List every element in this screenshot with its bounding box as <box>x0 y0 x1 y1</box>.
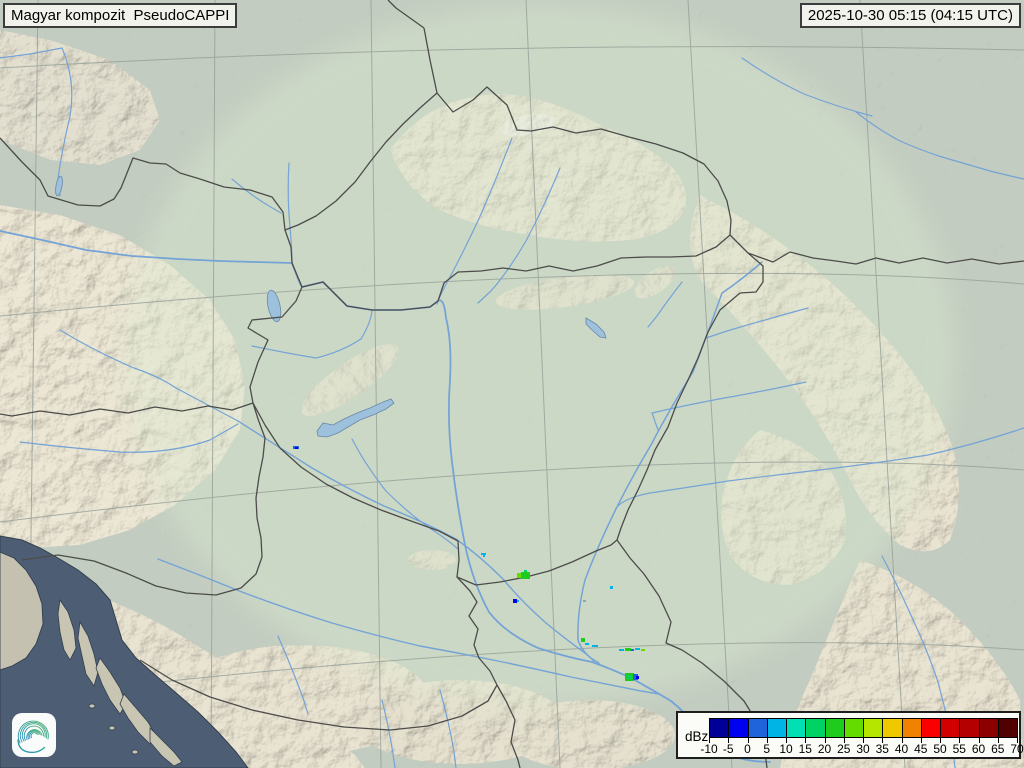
legend-tick <box>766 738 768 743</box>
radar-echo <box>610 586 613 589</box>
legend-tick <box>901 738 903 743</box>
legend-tick-label: 40 <box>894 742 909 756</box>
legend-tick-label: 15 <box>798 742 812 756</box>
legend-tick-label: 0 <box>744 742 751 756</box>
legend-tick <box>882 738 884 743</box>
radar-echo <box>517 600 519 602</box>
legend-color-cell <box>824 718 844 738</box>
legend-color-cell <box>747 718 767 738</box>
radar-echo <box>625 648 631 651</box>
legend-tick <box>843 738 845 743</box>
radar-echo <box>295 447 298 449</box>
adriatic-islands <box>57 598 183 767</box>
legend-tick-label: 25 <box>837 742 851 756</box>
rivers <box>0 47 1024 768</box>
adriatic-sea <box>0 535 249 768</box>
legend-tick <box>824 738 826 743</box>
radar-echo <box>581 638 585 642</box>
radar-echo <box>521 572 530 579</box>
radar-echoes <box>293 446 645 681</box>
radar-echo <box>583 600 586 602</box>
legend-tick-label: 5 <box>763 742 771 756</box>
radar-echo <box>633 674 638 680</box>
legend-tick-label: 65 <box>991 742 1005 756</box>
legend-tick <box>1017 738 1018 743</box>
legend-tick-label: -5 <box>722 742 734 756</box>
spiral-icon <box>17 720 49 754</box>
legend-color-cell <box>997 718 1018 738</box>
radar-echo <box>636 676 639 679</box>
legend-color-bar <box>709 718 1018 738</box>
legend-color-cell <box>766 718 786 738</box>
legend-tick-label: 45 <box>914 742 928 756</box>
legend-tick <box>863 738 864 743</box>
radar-echo <box>481 553 486 555</box>
legend-tick-label: 30 <box>856 742 870 756</box>
legend-tick-label: 55 <box>952 742 966 756</box>
radar-coverage-area <box>125 5 955 705</box>
legend-tick <box>959 738 961 743</box>
legend-color-cell <box>882 718 902 738</box>
istria-peninsula <box>0 551 44 671</box>
lakes <box>55 175 607 438</box>
radar-echo <box>524 570 527 572</box>
legend-tick <box>920 738 922 743</box>
radar-echo <box>592 645 598 647</box>
legend-color-cell <box>728 718 748 738</box>
product-title: Magyar kompozit PseudoCAPPI <box>3 3 238 28</box>
legend-color-cell <box>843 718 863 738</box>
legend-color-cell <box>920 718 940 738</box>
radar-echo <box>483 555 485 557</box>
radar-echo <box>628 675 632 679</box>
legend-color-cell <box>786 718 806 738</box>
legend-color-cell <box>959 718 979 738</box>
radar-echo <box>641 649 645 651</box>
hungaromet-spiral-logo <box>12 713 56 757</box>
legend-color-cell <box>940 718 960 738</box>
legend-color-cell <box>805 718 825 738</box>
radar-echo <box>635 648 640 650</box>
radar-echo <box>585 643 589 645</box>
dbz-color-legend: dBz -10 -5 0 5 10 15 20 25 30 35 40 45 50 55 60 65 70 <box>676 711 1024 759</box>
legend-color-cell <box>863 718 883 738</box>
legend-unit-label: dBz <box>685 729 709 744</box>
legend-tick <box>728 738 730 743</box>
lake-balaton <box>316 398 395 438</box>
legend-tick <box>805 738 807 743</box>
radar-echo <box>513 599 517 603</box>
lake-neusiedl <box>266 289 282 323</box>
legend-tick-label: 10 <box>779 742 793 756</box>
legend-tick <box>997 738 999 743</box>
legend-tick <box>747 738 749 743</box>
legend-tick-label: 35 <box>875 742 889 756</box>
legend-color-cell <box>901 718 921 738</box>
timestamp-label: 2025-10-30 05:15 (04:15 UTC) <box>799 3 1021 28</box>
legend-tick <box>940 738 941 743</box>
legend-color-cell <box>709 718 729 738</box>
legend-color-cell <box>978 718 998 738</box>
lake-tisza <box>585 317 607 339</box>
legend-tick-label: 60 <box>971 742 986 756</box>
legend-tick-label: -10 <box>700 742 718 756</box>
legend-tick-label: 70 <box>1010 742 1024 756</box>
legend-tick-label: 20 <box>817 742 832 756</box>
radar-echo <box>619 649 624 651</box>
legend-tick <box>786 738 787 743</box>
legend-tick <box>709 738 710 743</box>
radar-echo <box>631 649 634 651</box>
legend-tick <box>978 738 980 743</box>
radar-echo <box>517 573 522 578</box>
legend-tick-label: 50 <box>933 742 947 756</box>
